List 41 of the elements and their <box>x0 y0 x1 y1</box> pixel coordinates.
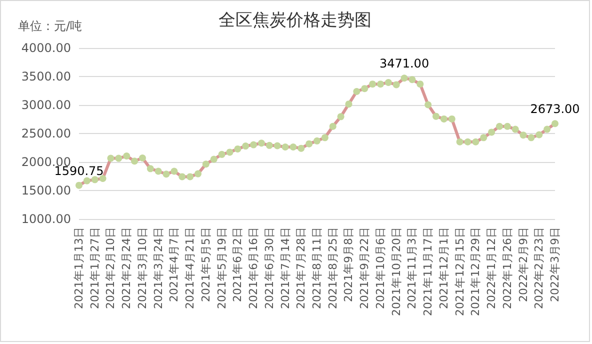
x-tick-label: 2021年9月22日 <box>358 227 372 309</box>
data-label: 3471.00 <box>379 56 430 71</box>
x-tick-label: 2021年3月24日 <box>152 227 165 309</box>
chart-title: 全区焦炭价格走势图 <box>218 10 372 30</box>
x-tick-label: 2021年12月1日 <box>437 227 450 309</box>
x-tick-label: 2021年6月16日 <box>247 227 260 309</box>
x-tick-label: 2021年2月24日 <box>120 227 134 309</box>
y-tick-label: 1000.00 <box>21 212 71 226</box>
x-tick-label: 2021年10月6日 <box>374 227 387 309</box>
x-tick-label: 2021年1月13日 <box>72 227 86 309</box>
x-tick-label: 2021年5月5日 <box>199 227 212 302</box>
y-tick-label: 4000.00 <box>21 41 71 55</box>
x-tick-label: 2021年7月28日 <box>294 227 308 309</box>
x-tick-label: 2021年2月10日 <box>104 227 118 309</box>
x-tick-label: 2021年6月30日 <box>262 227 276 309</box>
x-tick-label: 2021年7月14日 <box>278 227 292 309</box>
x-tick-label: 2021年5月19日 <box>215 227 228 309</box>
y-tick-label: 2500.00 <box>21 126 71 140</box>
x-tick-label: 2021年9月8日 <box>342 227 356 302</box>
x-tick-label: 2022年2月23日 <box>532 227 546 309</box>
x-tick-label: 2021年12月29日 <box>469 227 482 316</box>
data-label: 2673.00 <box>530 102 580 116</box>
x-tick-label: 2022年1月12日 <box>485 227 498 309</box>
x-tick-label: 2021年8月11日 <box>310 227 324 309</box>
x-tick-label: 2021年4月21日 <box>184 227 197 309</box>
y-axis-title: 单位：元/吨 <box>18 19 82 33</box>
x-tick-label: 2021年6月2日 <box>231 227 244 302</box>
x-tick-label: 2022年3月9日 <box>548 227 562 302</box>
x-tick-label: 2021年1月27日 <box>88 227 102 309</box>
y-tick-label: 3000.00 <box>21 98 71 112</box>
y-tick-label: 3500.00 <box>21 70 71 84</box>
x-tick-label: 2022年2月9日 <box>516 227 530 302</box>
x-tick-label: 2021年3月10日 <box>136 227 149 309</box>
x-tick-label: 2022年1月26日 <box>500 227 514 309</box>
x-tick-label: 2021年8月25日 <box>326 227 340 309</box>
x-tick-label: 2021年11月3日 <box>406 227 419 309</box>
x-tick-label: 2021年12月15日 <box>453 227 466 316</box>
x-tick-label: 2021年4月7日 <box>168 227 181 302</box>
x-tick-label: 2021年10月20日 <box>390 227 403 316</box>
y-tick-label: 1500.00 <box>21 184 71 198</box>
x-tick-label: 2021年11月17日 <box>422 227 435 316</box>
